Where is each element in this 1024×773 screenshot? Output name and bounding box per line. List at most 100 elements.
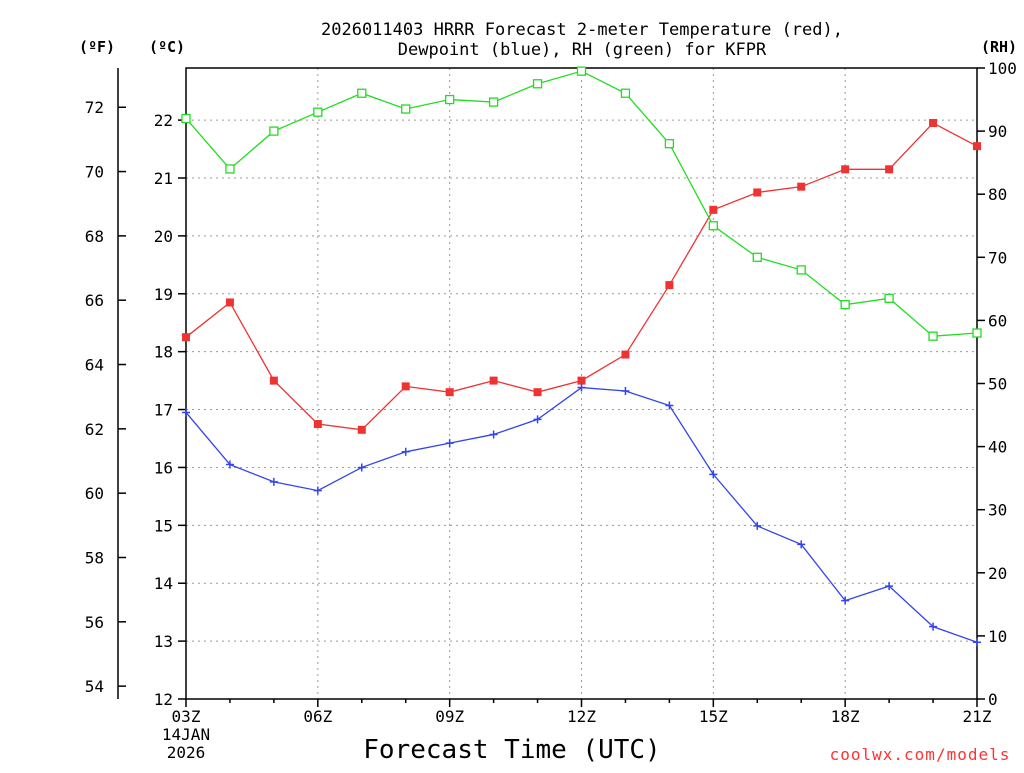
fahrenheit-tick-label: 62	[85, 420, 104, 439]
2-meter-temperature-point	[885, 165, 894, 174]
2-meter-temperature-point	[357, 425, 366, 434]
dewpoint-point	[269, 477, 278, 486]
dewpoint-point	[973, 638, 981, 647]
rh-point	[796, 265, 806, 275]
fahrenheit-tick-label: 60	[85, 484, 104, 503]
chart-title-line1: 2026011403 HRRR Forecast 2-meter Tempera…	[321, 20, 843, 40]
celsius-tick-label: 22	[154, 111, 173, 130]
fahrenheit-unit-label: (ºF)	[79, 38, 115, 56]
dewpoint-point	[401, 447, 410, 456]
rh-point	[401, 104, 411, 114]
2-meter-temperature-series	[182, 118, 981, 434]
dewpoint-point	[357, 463, 366, 472]
dewpoint-point	[665, 401, 674, 410]
rh-point	[313, 107, 323, 117]
rh-tick-label: 20	[988, 564, 1007, 583]
fahrenheit-tick-label: 68	[85, 227, 104, 246]
celsius-tick-label: 20	[154, 227, 173, 246]
celsius-tick-label: 21	[154, 169, 173, 188]
fahrenheit-tick-label: 64	[85, 356, 104, 375]
celsius-tick-label: 19	[154, 285, 173, 304]
2-meter-temperature-point	[665, 281, 674, 290]
dewpoint-series	[182, 383, 981, 647]
dewpoint-line	[185, 386, 978, 643]
dewpoint-point	[929, 622, 938, 631]
dewpoint-point	[621, 387, 630, 396]
rh-point	[532, 79, 543, 89]
celsius-tick-label: 12	[154, 690, 173, 709]
x-tick-label: 06Z	[303, 707, 332, 726]
credit-label: coolwx.com/models	[830, 745, 1011, 764]
rh-unit-label: (RH)	[981, 38, 1017, 56]
x-tick-label: 03Z	[172, 707, 201, 726]
2-meter-temperature-point	[533, 388, 542, 397]
dewpoint-point	[489, 430, 498, 439]
2-meter-temperature-point	[401, 382, 410, 391]
dewpoint-point	[533, 415, 542, 424]
2-meter-temperature-point	[269, 376, 278, 385]
axes	[117, 67, 985, 707]
fahrenheit-tick-label: 70	[85, 163, 104, 182]
dewpoint-point	[445, 439, 454, 448]
celsius-tick-label: 15	[154, 516, 173, 535]
data-series	[181, 66, 982, 647]
2-meter-temperature-point	[797, 182, 806, 191]
2-meter-temperature-point	[313, 420, 322, 429]
rh-tick-label: 30	[988, 501, 1007, 520]
2-meter-temperature-point	[225, 298, 234, 307]
2-meter-temperature-point	[621, 350, 630, 359]
rh-point	[884, 293, 894, 303]
rh-point	[664, 139, 675, 149]
rh-tick-label: 40	[988, 438, 1007, 457]
dewpoint-point	[753, 521, 762, 530]
celsius-tick-label: 14	[154, 574, 173, 593]
rh-point	[488, 97, 499, 107]
rh-point	[225, 164, 235, 174]
chart-title-line2: Dewpoint (blue), RH (green) for KFPR	[398, 40, 767, 60]
celsius-tick-label: 13	[154, 632, 173, 651]
tick-labels: 03Z 06Z 09Z 12Z 15Z 18Z 21Z 12 13 14 15 16 17 18 19 20 2…	[85, 59, 1017, 726]
x-tick-label: 09Z	[435, 707, 464, 726]
2-meter-temperature-point	[489, 376, 498, 385]
dewpoint-point	[841, 596, 850, 605]
rh-tick-label: 70	[988, 248, 1007, 267]
rh-tick-label: 60	[988, 311, 1007, 330]
2-meter-temperature-point	[973, 142, 981, 151]
rh-tick-label: 10	[988, 627, 1007, 646]
celsius-tick-label: 18	[154, 343, 173, 362]
rh-point	[752, 252, 762, 262]
2-meter-temperature-point	[445, 388, 454, 397]
rh-point	[445, 94, 455, 105]
celsius-tick-label: 17	[154, 401, 173, 420]
fahrenheit-tick-label: 66	[85, 291, 104, 310]
2-meter-temperature-point	[577, 376, 586, 385]
rh-tick-label: 50	[988, 375, 1007, 394]
x-tick-label: 18Z	[831, 707, 860, 726]
dewpoint-point	[313, 486, 322, 495]
fahrenheit-tick-label: 56	[85, 613, 104, 632]
rh-point	[928, 331, 938, 341]
dewpoint-point	[885, 582, 894, 591]
dewpoint-point	[709, 470, 718, 479]
2-meter-temperature-point	[182, 333, 190, 342]
rh-tick-label: 100	[988, 59, 1017, 78]
dewpoint-point	[577, 383, 586, 392]
rh-point	[181, 113, 191, 124]
dewpoint-point	[182, 408, 190, 417]
2-meter-temperature-point	[753, 188, 762, 197]
date-label-year: 2026	[167, 743, 206, 762]
fahrenheit-tick-label: 58	[85, 548, 104, 567]
x-tick-label: 21Z	[963, 707, 992, 726]
x-axis-title: Forecast Time (UTC)	[363, 735, 660, 765]
rh-series	[181, 66, 982, 341]
rh-point	[576, 66, 587, 76]
rh-point	[269, 126, 279, 136]
date-label-day: 14JAN	[162, 725, 210, 744]
rh-point	[840, 299, 850, 310]
2-meter-temperature-point	[709, 205, 718, 214]
2-meter-temperature-point	[929, 118, 938, 127]
rh-tick-label: 80	[988, 185, 1007, 204]
celsius-tick-label: 16	[154, 458, 173, 477]
